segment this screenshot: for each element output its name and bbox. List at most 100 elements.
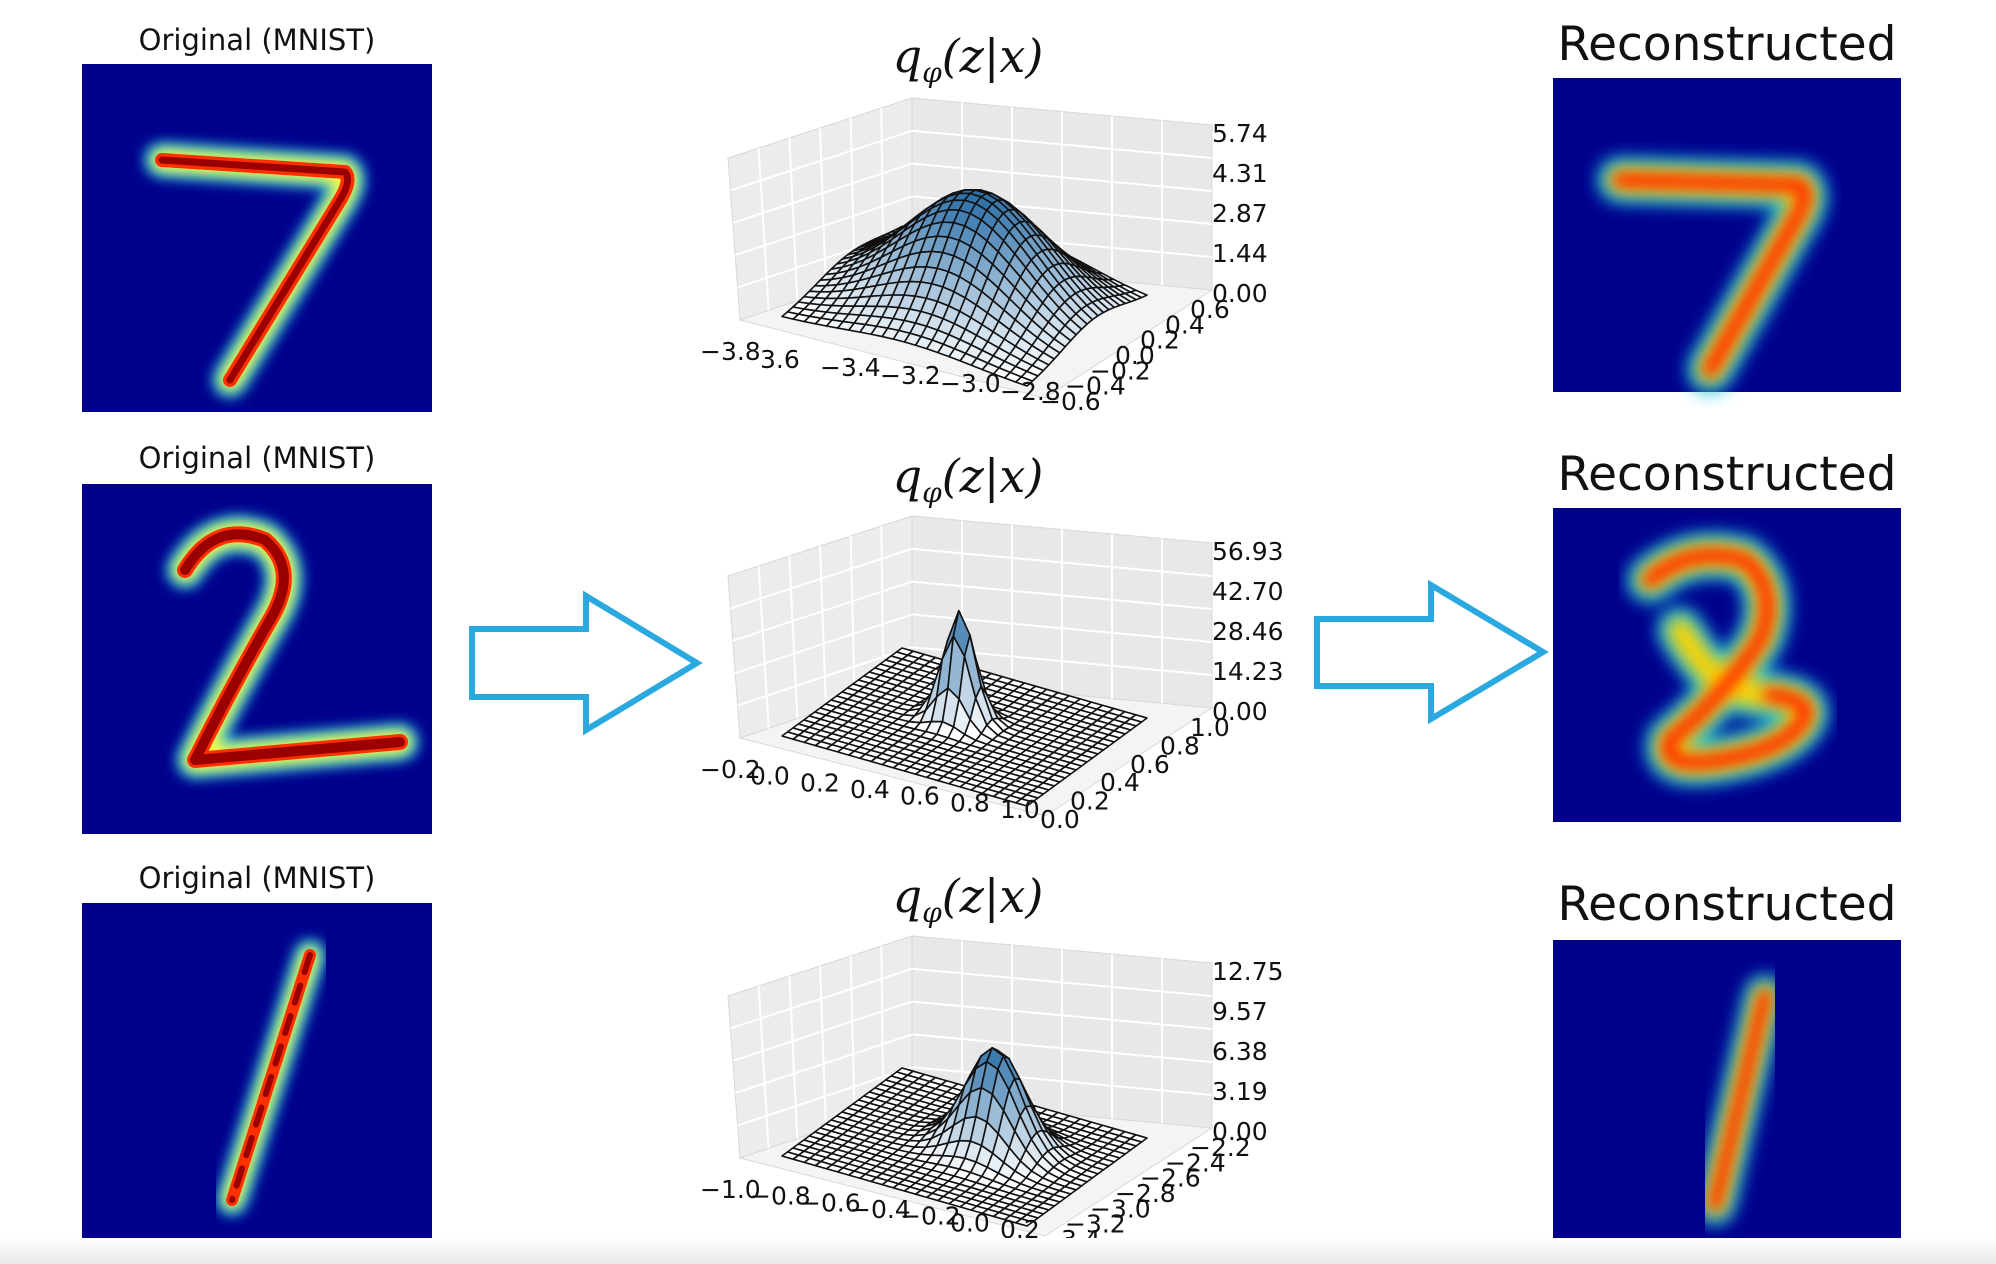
x-tick-label: 0.0 xyxy=(950,1208,990,1237)
latent-title-q: q xyxy=(893,869,922,923)
reconstructed-digit-image xyxy=(1553,78,1901,392)
latent-title-rest: (z|x) xyxy=(942,869,1044,923)
y-tick-label: −3.2 xyxy=(1065,1210,1126,1239)
latent-title-subscript: φ xyxy=(922,56,942,89)
latent-surface-plot: 5.744.312.871.440.00−3.8 3.6 −3.4 −3.2 −3.0−… xyxy=(700,97,1268,416)
z-tick-label: 5.74 xyxy=(1212,119,1268,148)
surface-mesh xyxy=(781,1046,1148,1227)
original-title: Original (MNIST) xyxy=(139,23,376,57)
x-axis-ticks: −3.8 3.6 −3.4 −3.2 −3.0 −2.8 xyxy=(700,337,1061,406)
y-tick-label: 1.0 xyxy=(1190,713,1230,742)
bottom-fade xyxy=(0,1238,1996,1264)
x-tick-label: −0.6 xyxy=(800,1188,861,1217)
x-tick-label: −1.0 xyxy=(700,1175,761,1204)
y-tick-label: −2.6 xyxy=(1140,1164,1201,1193)
z-tick-label: 2.87 xyxy=(1212,199,1268,228)
latent-title: qφ(z|x) xyxy=(893,869,1044,929)
x-tick-label: −2.8 xyxy=(1000,377,1061,406)
x-tick-label: −0.8 xyxy=(750,1182,811,1211)
y-tick-label: −0.2 xyxy=(1090,356,1151,385)
y-tick-label: 0.8 xyxy=(1160,731,1200,760)
row-3: Original (MNIST) Reconstructed qφ(z|x) 1… xyxy=(82,861,1901,1254)
y-tick-label: 0.0 xyxy=(1115,341,1155,370)
x-tick-label: −3.0 xyxy=(940,369,1001,398)
latent-title-subscript: φ xyxy=(922,476,942,509)
reconstructed-digit-image xyxy=(1553,940,1901,1254)
x-axis-ticks: −1.0−0.8−0.6−0.4−0.20.0 0.2 xyxy=(700,1175,1040,1244)
reconstructed-title: Reconstructed xyxy=(1558,877,1897,932)
x-tick-label: −0.4 xyxy=(850,1195,911,1224)
z-tick-label: 1.44 xyxy=(1212,239,1268,268)
latent-title: qφ(z|x) xyxy=(893,449,1044,509)
z-tick-label: 0.00 xyxy=(1212,1117,1268,1146)
x-tick-label: −3.2 xyxy=(880,361,941,390)
x-axis-ticks: −0.20.0 0.2 0.4 0.6 0.8 1.0 xyxy=(700,755,1040,824)
row-2: Original (MNIST) Reconstructed qφ(z|x) 5… xyxy=(82,441,1901,834)
original-digit-image xyxy=(82,903,432,1251)
x-tick-label: −3.4 xyxy=(820,353,881,382)
surface-mesh xyxy=(781,609,1148,807)
z-tick-label: 6.38 xyxy=(1212,1037,1268,1066)
z-tick-label: 4.31 xyxy=(1212,159,1268,188)
z-axis-ticks: 12.75 9.57 6.38 3.19 0.00 xyxy=(1212,957,1284,1146)
latent-title-rest: (z|x) xyxy=(942,449,1044,503)
y-tick-label: 0.2 xyxy=(1140,326,1180,355)
y-tick-label: −0.6 xyxy=(1040,387,1101,416)
z-tick-label: 12.75 xyxy=(1212,957,1284,986)
y-tick-label: −2.8 xyxy=(1115,1179,1176,1208)
z-tick-label: 0.00 xyxy=(1212,697,1268,726)
latent-surface-plot: 12.75 9.57 6.38 3.19 0.00 −1.0−0.8−0.6−0.4−0.… xyxy=(700,935,1284,1254)
encode-arrow xyxy=(469,590,703,736)
z-tick-label: 56.93 xyxy=(1212,537,1284,566)
x-tick-label: 3.6 xyxy=(760,345,800,374)
latent-title-q: q xyxy=(893,29,922,83)
z-tick-label: 0.00 xyxy=(1212,279,1268,308)
reconstructed-title: Reconstructed xyxy=(1558,17,1897,72)
latent-title-subscript: φ xyxy=(922,896,942,929)
x-tick-label: 0.6 xyxy=(900,782,940,811)
z-tick-label: 14.23 xyxy=(1212,657,1284,686)
row-1: Original (MNIST) Reconstructed qφ(z|x) 5… xyxy=(82,17,1901,416)
y-tick-label: 0.6 xyxy=(1130,750,1170,779)
z-tick-label: 3.19 xyxy=(1212,1077,1268,1106)
x-tick-label: 0.0 xyxy=(750,762,790,791)
z-tick-label: 42.70 xyxy=(1212,577,1284,606)
original-digit-image xyxy=(82,484,432,834)
original-digit-image xyxy=(82,64,432,412)
z-tick-label: 28.46 xyxy=(1212,617,1284,646)
reconstructed-title: Reconstructed xyxy=(1558,447,1897,502)
x-tick-label: 0.2 xyxy=(800,768,840,797)
y-axis-ticks: 0.60.40.20.0−0.2−0.4−0.6 xyxy=(1040,295,1230,416)
y-tick-label: 0.6 xyxy=(1190,295,1230,324)
y-tick-label: −0.4 xyxy=(1065,372,1126,401)
y-tick-label: 0.0 xyxy=(1040,805,1080,834)
z-tick-label: 9.57 xyxy=(1212,997,1268,1026)
z-axis-ticks: 56.93 42.70 28.46 14.23 0.00 xyxy=(1212,537,1284,726)
y-tick-label: −2.2 xyxy=(1190,1133,1251,1162)
original-title: Original (MNIST) xyxy=(139,861,376,895)
y-axis-ticks: 1.00.80.60.40.20.0 xyxy=(1040,713,1230,834)
pane-gridlines xyxy=(730,940,1213,1149)
latent-title-q: q xyxy=(893,449,922,503)
x-tick-label: 1.0 xyxy=(1000,795,1040,824)
z-axis-ticks: 5.74 4.31 2.87 1.44 0.00 xyxy=(1212,119,1268,308)
y-tick-label: −2.4 xyxy=(1165,1148,1226,1177)
y-tick-label: 0.4 xyxy=(1100,768,1140,797)
y-tick-label: −3.0 xyxy=(1090,1194,1151,1223)
x-tick-label: 0.8 xyxy=(950,788,990,817)
x-tick-label: −0.2 xyxy=(900,1202,961,1231)
x-tick-label: 0.4 xyxy=(850,775,890,804)
decode-arrow xyxy=(1314,579,1549,725)
surface-mesh xyxy=(781,189,1148,387)
original-title: Original (MNIST) xyxy=(139,441,376,475)
y-tick-label: 0.2 xyxy=(1070,787,1110,816)
latent-title-rest: (z|x) xyxy=(942,29,1044,83)
x-tick-label: −0.2 xyxy=(700,755,761,784)
latent-title: qφ(z|x) xyxy=(893,29,1044,89)
x-tick-label: −3.8 xyxy=(700,337,761,366)
y-tick-label: 0.4 xyxy=(1165,310,1205,339)
reconstructed-digit-image xyxy=(1553,508,1901,822)
